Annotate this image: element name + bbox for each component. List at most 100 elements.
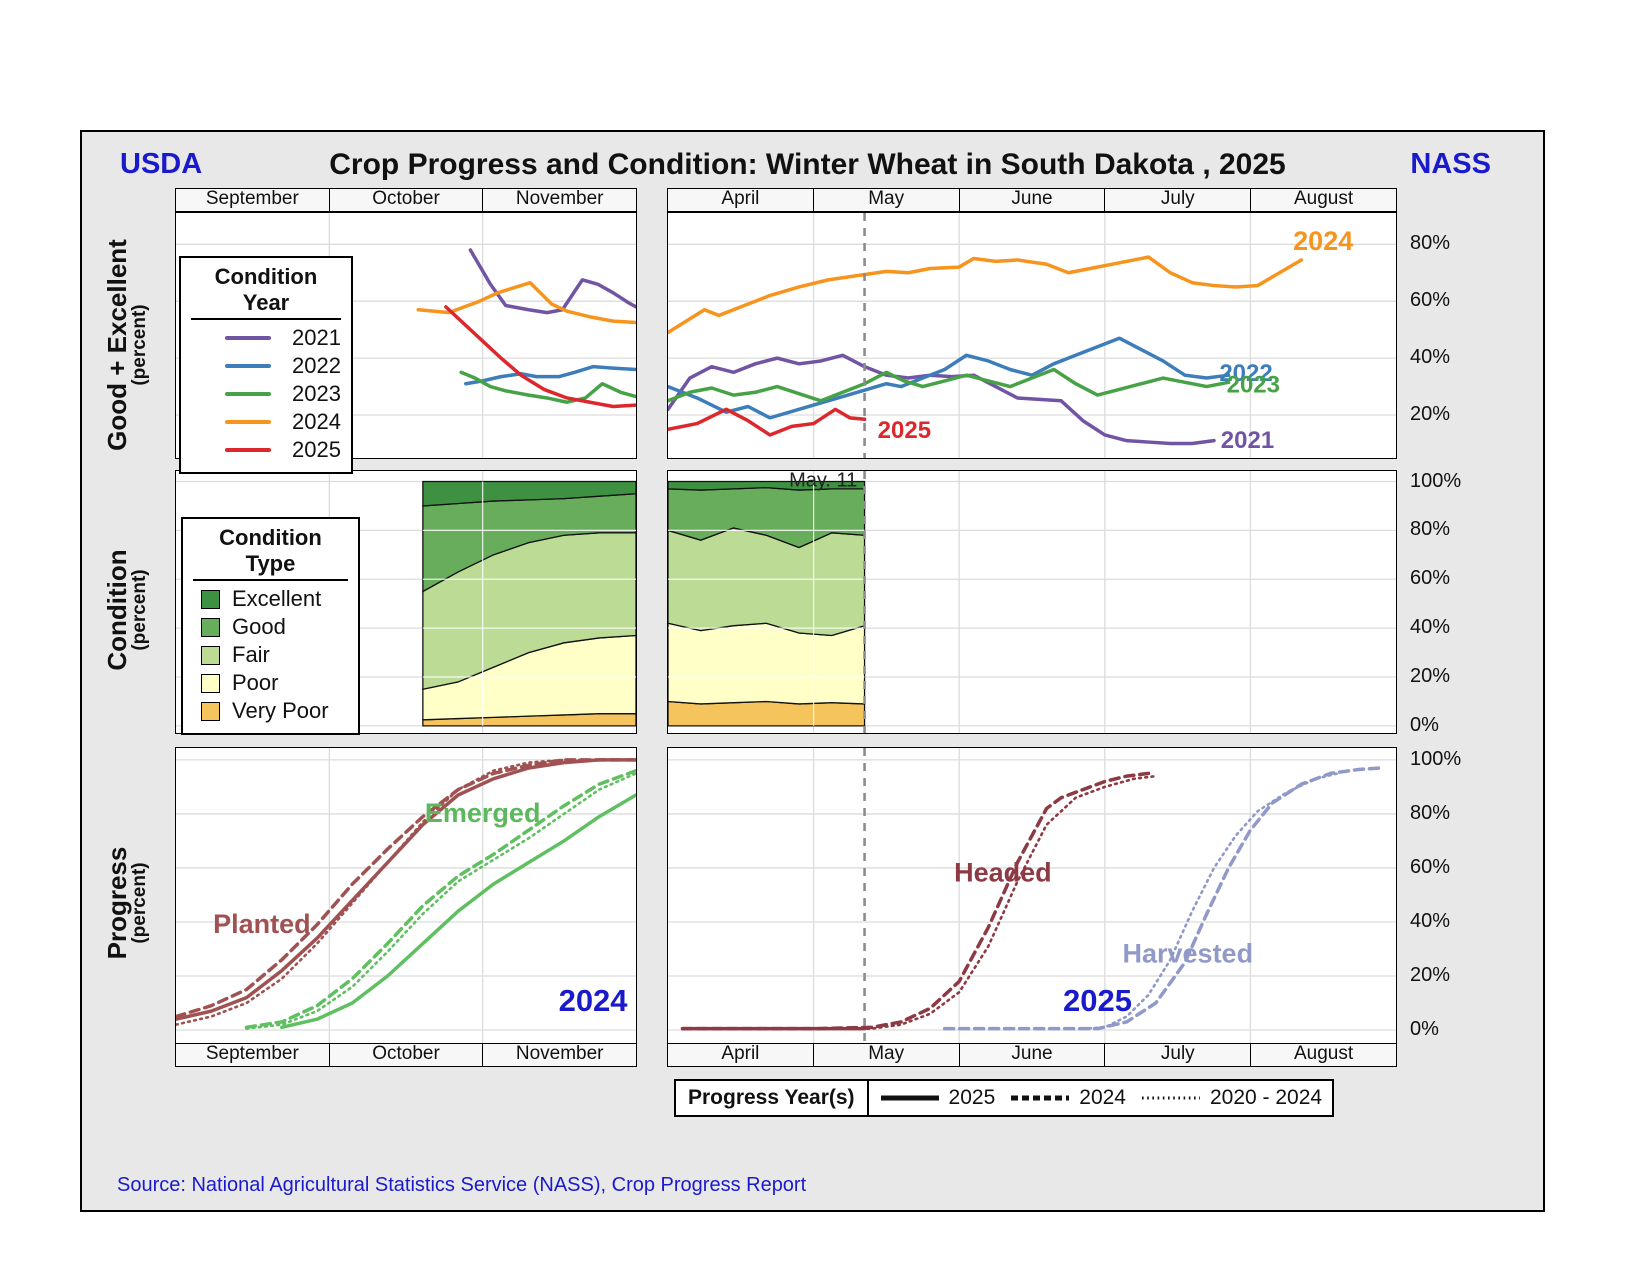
row-label-condition: Condition (percent) [102, 460, 150, 760]
chart-label-2022: 2022 [1219, 360, 1272, 387]
progress-years-legend-title: Progress Year(s) [676, 1081, 869, 1115]
line-swatch-2021 [225, 336, 271, 340]
month-label-october: October [330, 1044, 484, 1066]
month-label-september: September [176, 1044, 330, 1066]
condition-type-row-poor: Poor [193, 669, 348, 697]
chart-label-2024: 2024 [1293, 226, 1353, 256]
condition-type-row-excellent: Excellent [193, 585, 348, 613]
row-label-progress: Progress (percent) [102, 753, 150, 1053]
progress-legend-entry-2025: 2025 [879, 1086, 996, 1110]
title-bar: USDA Crop Progress and Condition: Winter… [82, 148, 1543, 188]
line-swatch-2024 [225, 420, 271, 424]
condition-year-legend-rows: 2021 2022 2023 2024 2025 [191, 324, 341, 464]
condition-type-label-very-poor: Very Poor [232, 698, 329, 723]
square-swatch-good [201, 617, 220, 637]
line-swatch-2022 [225, 364, 271, 368]
chart-label-harvested: Harvested [1123, 938, 1254, 968]
progress-legend-label-2020-2024: 2020 - 2024 [1209, 1086, 1323, 1109]
progress-legend-label-2024: 2024 [1079, 1086, 1126, 1109]
y-tick-label-top-40: 40% [1410, 346, 1451, 369]
y-tick-label-bottom-100: 100% [1410, 747, 1462, 770]
condition-type-row-fair: Fair [193, 641, 348, 669]
condition-year-row-2022: 2022 [191, 352, 341, 380]
y-tick-label-top-80: 80% [1410, 232, 1451, 255]
progress-legend-label-2025: 2025 [948, 1086, 996, 1109]
y-tick-label-bottom-0: 0% [1410, 1018, 1439, 1041]
condition-type-legend-rows: Excellent Good Fair Poor Very Poor [193, 585, 348, 725]
line-style-swatch-dashed [1011, 1095, 1070, 1101]
progress-legend-entry-2024: 2024 [1009, 1086, 1126, 1110]
square-swatch-excellent [201, 589, 220, 609]
chart-label-planted: Planted [213, 909, 311, 939]
month-footer-spring: April May June July August [667, 1043, 1397, 1067]
month-label-september: September [176, 189, 330, 211]
progress-years-legend: Progress Year(s) 2025 2024 2020 - 2024 [674, 1079, 1335, 1117]
month-label-october: October [330, 189, 484, 211]
y-tick-label-middle-20: 20% [1410, 665, 1451, 688]
y-tick-label-top-60: 60% [1410, 289, 1451, 312]
row-label-good-excellent-sub: (percent) [129, 304, 150, 386]
row-label-good-excellent-main: Good + Excellent [102, 239, 132, 451]
y-axis-middle: 100% 80% 60% 40% 20% 0% [1398, 469, 1478, 736]
usda-logo-text: USDA [120, 148, 203, 180]
month-footer-fall: September October November [175, 1043, 637, 1067]
condition-type-legend-title: Condition Type [193, 525, 348, 581]
chart-label-2023: 2023 [1227, 371, 1280, 398]
y-tick-label-middle-40: 40% [1410, 616, 1451, 639]
square-swatch-fair [201, 645, 220, 665]
condition-year-label-2022: 2022 [292, 353, 341, 378]
square-swatch-poor [201, 673, 220, 693]
source-note: Source: National Agricultural Statistics… [117, 1174, 807, 1196]
condition-year-label-2025: 2025 [292, 437, 341, 462]
line-style-swatch-solid [880, 1095, 939, 1101]
y-axis-top: 80% 60% 40% 20% [1398, 212, 1478, 457]
month-header-fall: September October November [175, 188, 637, 212]
chart-label-may-11: May. 11 [789, 471, 857, 491]
condition-type-label-excellent: Excellent [232, 586, 322, 611]
progress-legend-entry-2020-2024: 2020 - 2024 [1140, 1086, 1322, 1110]
month-label-july: July [1105, 1044, 1252, 1066]
row-label-progress-main: Progress [102, 846, 132, 960]
month-label-august: August [1294, 189, 1354, 209]
y-tick-label-middle-0: 0% [1410, 713, 1439, 736]
month-label-april: April [668, 1044, 814, 1066]
row-label-condition-sub: (percent) [129, 569, 150, 651]
figure-frame: USDA Crop Progress and Condition: Winter… [80, 130, 1545, 1212]
month-label-november: November [515, 1044, 604, 1064]
line-swatch-2023 [225, 392, 271, 396]
y-tick-label-middle-100: 100% [1410, 469, 1462, 492]
condition-type-row-very-poor: Very Poor [193, 697, 348, 725]
chart-condition-spring: May. 11 [667, 470, 1397, 734]
condition-year-row-2023: 2023 [191, 380, 341, 408]
condition-type-row-good: Good [193, 613, 348, 641]
chart-label-2025: 2025 [1063, 983, 1132, 1018]
y-tick-label-bottom-60: 60% [1410, 855, 1451, 878]
chart-label-2021: 2021 [1221, 427, 1274, 454]
line-style-swatch-dotted [1141, 1096, 1200, 1100]
month-label-august: August [1294, 1044, 1354, 1064]
y-axis-bottom: 100% 80% 60% 40% 20% 0% [1398, 747, 1478, 1042]
month-label-april: April [668, 189, 814, 211]
y-tick-label-bottom-20: 20% [1410, 964, 1451, 986]
chart-progress-spring: Headed Harvested 2025 [667, 747, 1397, 1044]
chart-label-emerged: Emerged [425, 798, 541, 828]
progress-years-legend-entries: 2025 2024 2020 - 2024 [869, 1081, 1333, 1115]
square-swatch-very-poor [201, 701, 220, 721]
condition-year-label-2023: 2023 [292, 381, 341, 406]
y-tick-label-top-20: 20% [1410, 403, 1451, 426]
y-tick-label-middle-80: 80% [1410, 518, 1451, 541]
month-label-may: May [814, 1044, 960, 1066]
row-label-progress-sub: (percent) [129, 862, 150, 944]
y-tick-label-bottom-40: 40% [1410, 909, 1451, 932]
chart-good-excellent-spring: 2024 2022 2023 2021 2025 [667, 212, 1397, 459]
month-label-june: June [960, 189, 1106, 211]
chart-label-2024: 2024 [559, 983, 629, 1018]
chart-label-headed: Headed [954, 857, 1052, 887]
condition-type-label-fair: Fair [232, 642, 270, 667]
nass-logo-text: NASS [1410, 148, 1491, 180]
condition-type-label-good: Good [232, 614, 286, 639]
condition-type-legend: Condition Type Excellent Good Fair Poor Very… [181, 517, 360, 735]
page-title: Crop Progress and Condition: Winter Whea… [329, 148, 1286, 181]
condition-year-label-2021: 2021 [292, 325, 341, 350]
